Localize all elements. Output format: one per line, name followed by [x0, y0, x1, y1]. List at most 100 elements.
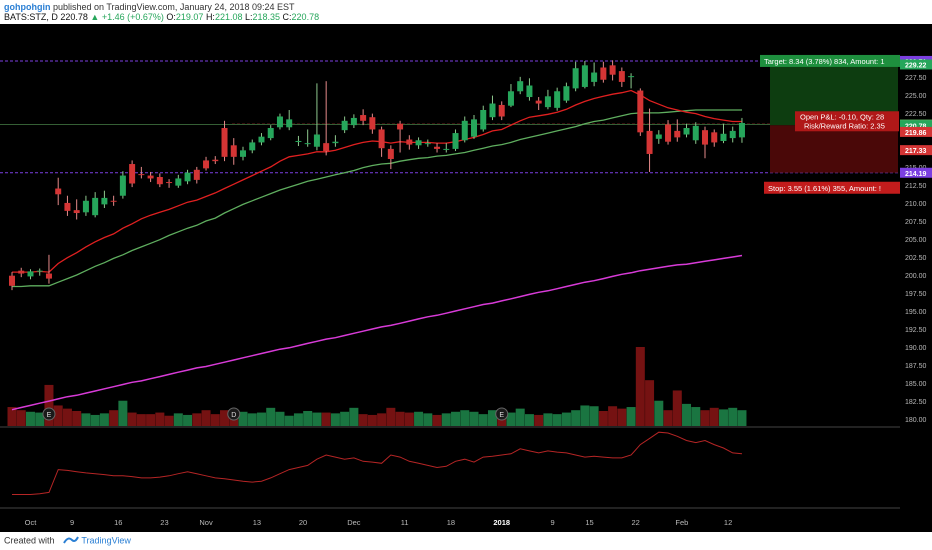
- candle-body: [406, 139, 413, 145]
- candle-body: [443, 148, 450, 150]
- candle-body: [156, 177, 163, 185]
- candle-body: [323, 143, 330, 152]
- candle-body: [9, 275, 15, 286]
- volume-bar: [293, 413, 303, 426]
- time-tick-label: 9: [550, 518, 554, 527]
- volume-bar: [53, 405, 63, 426]
- candle-body: [535, 100, 542, 104]
- candle-body: [591, 72, 598, 82]
- candle-body: [341, 120, 348, 131]
- volume-bar: [487, 410, 497, 426]
- candle-body: [55, 188, 62, 195]
- volume-bar: [626, 407, 636, 426]
- ema-fast-line: [12, 89, 742, 273]
- price-badge: [900, 145, 932, 156]
- volume-bar: [7, 407, 17, 426]
- pnl-box-bg: [795, 111, 899, 132]
- axes: 230.00227.50225.00222.50220.00217.50215.…: [25, 24, 932, 532]
- tradingview-brand[interactable]: TradingView: [81, 535, 131, 546]
- event-marker-label: E: [47, 412, 52, 419]
- candle-body: [350, 117, 357, 126]
- candle-body: [45, 273, 52, 279]
- candle-body: [665, 124, 672, 142]
- tradingview-logo-icon[interactable]: [63, 535, 79, 547]
- candle-body: [184, 172, 191, 182]
- candle-body: [434, 146, 441, 149]
- candle-body: [92, 197, 99, 216]
- candle-body: [415, 140, 422, 146]
- volume-bar: [571, 410, 581, 426]
- volume-bar: [62, 408, 72, 426]
- volume-bar: [377, 413, 387, 426]
- time-tick-label: 2018: [493, 518, 510, 527]
- candle-body: [628, 76, 635, 78]
- time-tick-label: 16: [114, 518, 122, 527]
- price-change: ▲ +1.46 (+0.67%): [90, 12, 164, 22]
- volume-bar: [672, 390, 682, 426]
- low-value: 218.35: [252, 12, 281, 22]
- risk-reward-label: Risk/Reward Ratio: 2.35: [804, 121, 885, 130]
- volume-bar: [109, 410, 119, 426]
- price-tick-label: 205.00: [905, 237, 927, 244]
- candle-body: [221, 128, 228, 157]
- candle-body: [73, 210, 80, 214]
- candle-body: [424, 143, 431, 145]
- price-badge: [900, 59, 932, 70]
- author-name[interactable]: gohpohgin: [4, 2, 51, 12]
- volume-bar: [266, 407, 276, 426]
- candle-body: [618, 71, 625, 82]
- candle-body: [702, 130, 708, 145]
- event-marker-e: [42, 407, 56, 421]
- candles: [9, 60, 745, 291]
- candle-body: [554, 91, 561, 108]
- volume-bar: [654, 400, 664, 426]
- candle-body: [18, 270, 25, 274]
- time-tick-label: Oct: [25, 518, 38, 527]
- indicator-line: [12, 431, 743, 495]
- price-tick-label: 180.00: [905, 417, 927, 424]
- price-tick-label: 210.00: [905, 201, 927, 208]
- volume-bar: [72, 410, 82, 426]
- publish-header: gohpohgin published on TradingView.com, …: [0, 0, 932, 24]
- candle-body: [498, 104, 505, 117]
- volume-bar: [469, 411, 479, 426]
- stop-label: Stop: 3.55 (1.61%) 355, Amount: !: [768, 184, 881, 193]
- volume-bar: [349, 407, 359, 426]
- volume-bar: [589, 406, 599, 426]
- created-with: Created with TradingView: [4, 535, 131, 547]
- volume-bar: [312, 412, 322, 426]
- volume-bar: [192, 413, 202, 426]
- time-tick-label: 22: [632, 518, 640, 527]
- price-tick-label: 190.00: [905, 345, 927, 352]
- candle-body: [581, 65, 588, 87]
- volume-bar: [635, 347, 645, 426]
- volume-bar: [395, 411, 405, 426]
- candle-body: [36, 270, 43, 272]
- candle-body: [720, 133, 727, 141]
- time-tick-label: Nov: [199, 518, 213, 527]
- volume-bar: [700, 410, 710, 426]
- volume-bar: [99, 413, 109, 426]
- volume-bar: [645, 380, 655, 426]
- chart-area[interactable]: E D E Target: 8.34 (3.78%) 834, Amount: 1 O…: [0, 24, 932, 532]
- volume-bar: [256, 412, 266, 426]
- candle-body: [203, 160, 210, 169]
- price-axis-bg: [900, 24, 932, 532]
- price-badge: [900, 120, 932, 131]
- price-chart[interactable]: E D E Target: 8.34 (3.78%) 834, Amount: 1 O…: [0, 24, 932, 532]
- candle-body: [276, 116, 283, 128]
- candle-body: [138, 174, 145, 176]
- sma-long-line: [11, 254, 743, 411]
- candle-body: [101, 197, 108, 205]
- price-badge: [900, 126, 932, 137]
- candle-body: [304, 143, 311, 145]
- candle-body: [563, 86, 570, 101]
- time-tick-label: 15: [585, 518, 593, 527]
- volume-bar: [340, 411, 350, 426]
- volume-bar: [284, 415, 294, 426]
- symbol-label[interactable]: BATS:STZ, D: [4, 12, 58, 22]
- volume-bar: [275, 411, 285, 426]
- volume-bar: [691, 407, 701, 426]
- volume-bar: [506, 412, 516, 426]
- ohlc-legend: BATS:STZ, D 220.78 ▲ +1.46 (+0.67%) O:21…: [4, 12, 319, 22]
